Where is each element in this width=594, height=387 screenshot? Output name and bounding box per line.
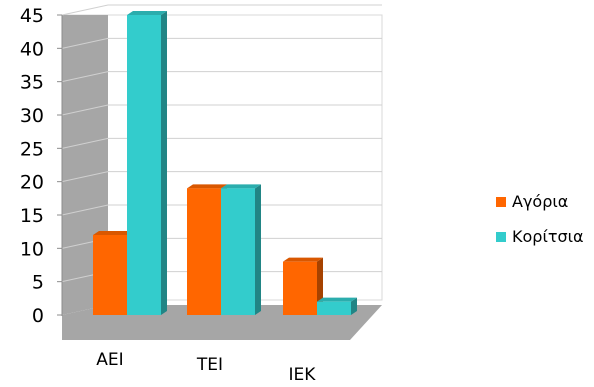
legend-label: Αγόρια <box>512 192 568 211</box>
y-tick-label: 15 <box>20 205 44 227</box>
legend: Αγόρια Κορίτσια <box>496 192 584 246</box>
category-label: ΑΕΙ <box>96 350 123 370</box>
bar-side <box>255 184 261 315</box>
y-tick-label: 40 <box>20 38 44 60</box>
bar-boys-2 <box>283 257 323 315</box>
y-tick-label: 5 <box>32 272 44 294</box>
gridline <box>61 71 382 83</box>
y-tick-label: 45 <box>20 5 44 27</box>
gridline <box>61 171 382 183</box>
bar-front <box>187 188 221 315</box>
bar-side <box>351 297 357 315</box>
bar-top <box>317 297 357 302</box>
bar-top <box>187 184 227 189</box>
bar-front <box>93 235 127 315</box>
bar-front <box>221 188 255 315</box>
bar-front <box>283 261 317 315</box>
bar-front <box>317 301 351 315</box>
legend-swatch <box>496 232 506 242</box>
bar-top <box>221 184 261 189</box>
gridline <box>61 104 382 116</box>
bar-girls-0 <box>127 11 167 315</box>
bar-girls-2 <box>317 297 357 315</box>
legend-label: Κορίτσια <box>512 227 584 246</box>
category-label: ΙΕΚ <box>289 365 317 385</box>
bar-top <box>93 231 133 235</box>
gridline <box>61 4 382 16</box>
bar-girls-1 <box>221 184 261 315</box>
y-tick-label: 25 <box>20 138 44 160</box>
bars <box>93 11 357 315</box>
gridline <box>61 137 382 149</box>
y-tick-label: 10 <box>20 238 44 260</box>
bar-side <box>161 11 167 315</box>
bar-top <box>127 11 167 15</box>
bar-front <box>127 15 161 315</box>
gridline <box>61 37 382 49</box>
legend-swatch <box>496 197 506 207</box>
y-tick-label: 20 <box>20 172 44 194</box>
category-label: ΤΕΙ <box>196 355 223 375</box>
x-axis: ΑΕΙ ΤΕΙ ΙΕΚ <box>96 350 316 385</box>
y-tick-label: 0 <box>32 305 44 327</box>
y-tick-label: 35 <box>20 72 44 94</box>
gridline <box>61 204 382 216</box>
bar-top <box>283 257 323 262</box>
y-tick-label: 30 <box>20 105 44 127</box>
y-axis: 0 5 10 15 20 25 30 35 40 45 <box>20 5 63 327</box>
